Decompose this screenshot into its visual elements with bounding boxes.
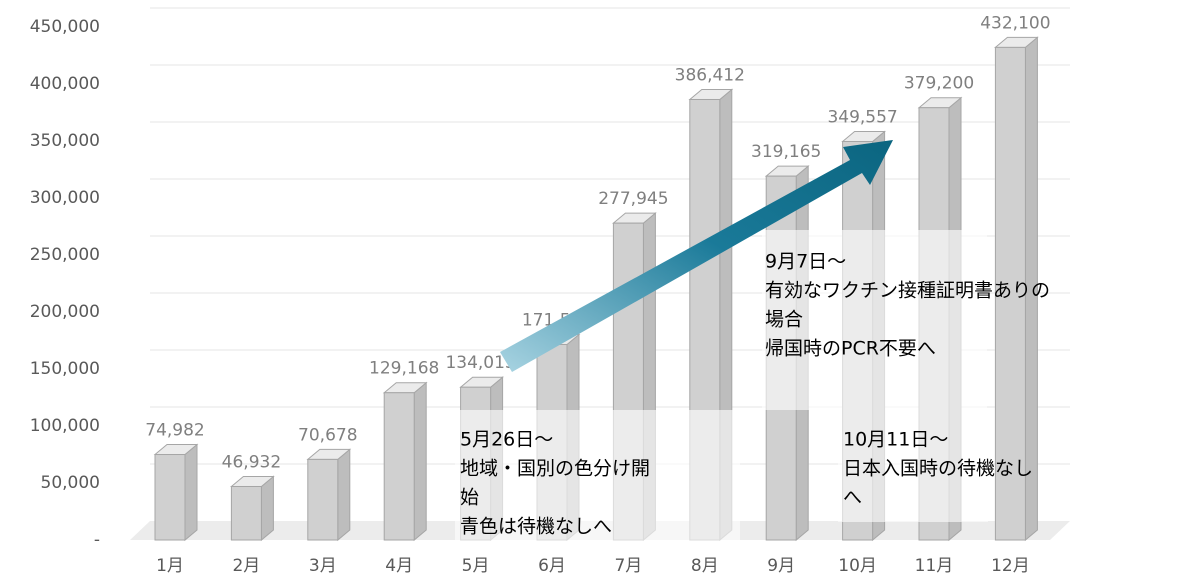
x-tick-label: 9月 <box>767 556 795 576</box>
annotation: 場合 <box>765 309 803 331</box>
y-tick-label: 150,000 <box>30 359 100 379</box>
value-label: 134,013 <box>445 353 515 373</box>
value-label: 277,945 <box>598 189 668 209</box>
value-label: 319,165 <box>751 142 821 162</box>
annotation: 始 <box>460 487 479 509</box>
bar <box>230 485 262 541</box>
x-tick-label: 12月 <box>991 556 1030 576</box>
annotation: 有効なワクチン接種証明書ありの <box>765 280 1050 302</box>
y-tick-label: 100,000 <box>30 416 100 436</box>
annotation-box <box>762 230 987 410</box>
value-label: 386,412 <box>675 65 745 85</box>
value-label: 349,557 <box>827 108 897 128</box>
bar <box>383 392 415 541</box>
annotation: 9月7日～ <box>765 251 846 273</box>
annotation: 日本入国時の待機なし <box>843 458 1033 480</box>
y-tick-label: 300,000 <box>30 188 100 208</box>
x-tick-label: 3月 <box>309 556 337 576</box>
value-label: 74,982 <box>145 421 204 441</box>
value-label: 432,100 <box>980 13 1050 33</box>
x-tick-label: 5月 <box>462 556 490 576</box>
value-label: 129,168 <box>369 359 439 379</box>
y-tick-label: 250,000 <box>30 245 100 265</box>
y-tick-label: 200,000 <box>30 302 100 322</box>
y-tick-label: 50,000 <box>41 473 100 493</box>
value-label: 46,932 <box>222 452 281 472</box>
x-tick-label: 2月 <box>232 556 260 576</box>
y-tick-label: 450,000 <box>30 17 100 37</box>
annotation: 帰国時のPCR不要へ <box>765 338 936 360</box>
x-tick-label: 11月 <box>915 556 954 576</box>
bar <box>994 46 1026 541</box>
annotation: 地域・国別の色分け開 <box>460 458 650 480</box>
y-tick-label: - <box>94 530 100 550</box>
y-tick-label: 400,000 <box>30 74 100 94</box>
x-tick-label: 10月 <box>838 556 877 576</box>
annotation: へ <box>843 487 862 509</box>
bar-side <box>260 475 274 542</box>
bar-side <box>184 443 198 542</box>
annotation: 10月11日～ <box>843 429 948 451</box>
x-tick-label: 7月 <box>614 556 642 576</box>
x-tick-label: 8月 <box>691 556 719 576</box>
annotation-box <box>838 410 988 522</box>
value-label: 379,200 <box>904 74 974 94</box>
bar-side <box>337 448 351 542</box>
trend-arrow <box>500 140 893 372</box>
bar-side <box>413 381 427 542</box>
value-label: 70,678 <box>298 425 357 445</box>
x-tick-label: 6月 <box>538 556 566 576</box>
annotation: 5月26日～ <box>460 429 553 451</box>
bar <box>154 454 186 541</box>
annotation-box <box>455 410 740 542</box>
x-tick-label: 4月 <box>385 556 413 576</box>
bar <box>307 458 339 541</box>
x-tick-label: 1月 <box>156 556 184 576</box>
y-tick-label: 350,000 <box>30 131 100 151</box>
annotation: 青色は待機なしへ <box>460 516 612 538</box>
